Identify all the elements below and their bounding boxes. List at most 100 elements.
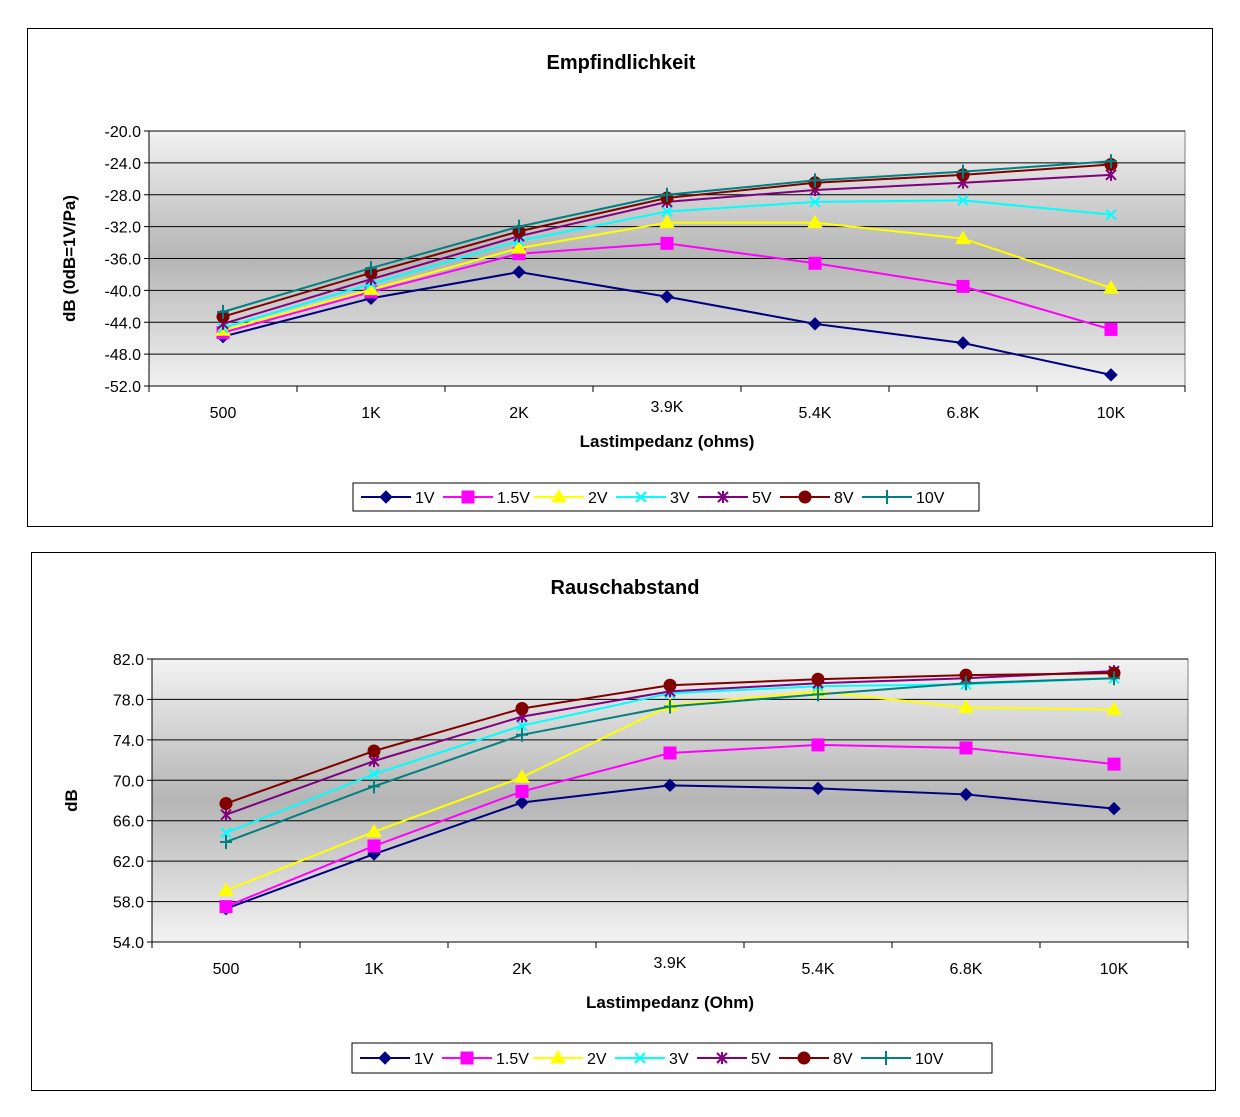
snr-x-tick-label: 5.4K bbox=[802, 961, 835, 978]
sens-legend-label: 5V bbox=[752, 490, 772, 507]
sens-data-point bbox=[809, 173, 821, 188]
snr-x-tick-label: 2K bbox=[512, 961, 532, 978]
sens-y-tick-label: -44.0 bbox=[105, 315, 142, 332]
snr-data-point bbox=[959, 741, 973, 755]
snr-legend-label: 8V bbox=[833, 1051, 853, 1068]
sens-legend: 1V 1.5V 2V 3V 5V 8V 10V bbox=[352, 482, 980, 512]
sens-y-tick-label: -52.0 bbox=[105, 379, 142, 396]
snr-data-point bbox=[515, 795, 529, 810]
sens-title: Empfindlichkeit bbox=[547, 52, 696, 74]
sens-data-point bbox=[217, 304, 229, 319]
sens-y-tick-label: -28.0 bbox=[105, 188, 142, 205]
sens-series-2V bbox=[215, 214, 1119, 336]
snr-data-point bbox=[663, 746, 677, 760]
snr-y-axis-label: dB bbox=[62, 789, 81, 812]
snr-legend-label: 1.5V bbox=[496, 1051, 529, 1068]
sens-data-point bbox=[957, 194, 969, 207]
sens-data-point bbox=[1105, 154, 1117, 169]
snr-title: Rauschabstand bbox=[551, 577, 700, 599]
sens-legend-label: 1V bbox=[415, 490, 435, 507]
snr-y-tick-label: 82.0 bbox=[113, 652, 144, 669]
snr-y-tick-label: 54.0 bbox=[113, 935, 144, 952]
snr-chart-svg: Rauschabstand 82.0 78.0 74.0 70.0 66.0 62.0 58.… bbox=[62, 577, 1189, 1074]
sens-data-point bbox=[1105, 208, 1117, 221]
snr-x-tick-label: 6.8K bbox=[950, 961, 983, 978]
snr-data-point bbox=[515, 784, 529, 798]
snr-data-point bbox=[1107, 757, 1121, 771]
snr-data-point bbox=[516, 727, 528, 742]
sens-data-point bbox=[659, 214, 675, 229]
snr-data-point bbox=[1108, 671, 1120, 686]
sens-data-point bbox=[512, 265, 526, 279]
sens-data-point bbox=[808, 317, 822, 331]
sens-y-tick-label: -24.0 bbox=[105, 156, 142, 173]
snr-data-point bbox=[516, 719, 528, 732]
sens-y-tick-label: -40.0 bbox=[105, 283, 142, 300]
sens-data-point bbox=[808, 256, 822, 270]
sens-y-tick-label: -20.0 bbox=[105, 124, 142, 141]
sens-data-point bbox=[956, 279, 970, 293]
snr-y-tick-label: 78.0 bbox=[113, 692, 144, 709]
snr-legend-marker bbox=[550, 1050, 566, 1064]
snr-data-point bbox=[220, 827, 232, 839]
snr-data-point bbox=[811, 738, 825, 752]
sens-x-tick-label: 500 bbox=[210, 405, 237, 422]
sens-data-point bbox=[660, 236, 674, 250]
sens-legend-label: 8V bbox=[834, 490, 854, 507]
sens-data-point bbox=[956, 336, 970, 350]
snr-data-point bbox=[514, 769, 530, 783]
snr-data-point bbox=[663, 778, 677, 793]
snr-legend-marker bbox=[378, 1051, 392, 1065]
sens-legend-marker bbox=[717, 491, 729, 503]
snr-data-point bbox=[220, 808, 232, 821]
snr-legend: 1V 1.5V 2V 3V 5V 8V 10V bbox=[351, 1042, 993, 1074]
snr-x-axis-label: Lastimpedanz (Ohm) bbox=[586, 993, 754, 1012]
snr-data-point bbox=[220, 834, 232, 849]
sens-data-point bbox=[511, 240, 527, 254]
sens-x-tick-label: 2K bbox=[509, 405, 529, 422]
sens-legend-label: 2V bbox=[588, 490, 608, 507]
sens-y-tick-label: -32.0 bbox=[105, 220, 142, 237]
sens-data-point bbox=[955, 230, 971, 245]
sens-x-tick-label: 3.9K bbox=[651, 399, 684, 416]
sens-legend-marker bbox=[881, 490, 893, 504]
sens-series-10V bbox=[217, 154, 1117, 319]
sensitivity-chart-svg: Empfindlichkeit -20.0 -24.0 -28.0 -32.0 -36.0… bbox=[60, 52, 1186, 512]
snr-series-10V bbox=[220, 671, 1120, 849]
snr-y-tick-label: 58.0 bbox=[113, 895, 144, 912]
snr-legend-marker bbox=[797, 1051, 811, 1065]
sens-x-tick-label: 5.4K bbox=[799, 405, 832, 422]
snr-data-point bbox=[367, 839, 381, 853]
snr-data-point bbox=[1106, 701, 1122, 716]
sens-data-point bbox=[661, 187, 673, 202]
snr-data-point bbox=[218, 882, 234, 896]
sens-x-tick-label: 1K bbox=[361, 405, 381, 422]
snr-x-tick-label: 10K bbox=[1100, 961, 1129, 978]
snr-legend-label: 10V bbox=[915, 1051, 944, 1068]
sens-legend-marker bbox=[635, 491, 647, 503]
snr-y-tick-label: 74.0 bbox=[113, 733, 144, 750]
snr-data-point bbox=[219, 900, 233, 914]
snr-data-point bbox=[515, 702, 529, 716]
snr-legend-marker bbox=[880, 1051, 892, 1065]
sens-legend-marker bbox=[379, 490, 393, 504]
snr-legend-marker bbox=[634, 1052, 646, 1064]
snr-data-point bbox=[219, 797, 233, 811]
sens-data-point bbox=[1103, 279, 1119, 294]
sens-y-axis-label: dB (0dB=1V/Pa) bbox=[60, 195, 79, 322]
snr-data-point bbox=[368, 779, 380, 794]
snr-series-1.5V bbox=[219, 738, 1121, 914]
sens-legend-marker bbox=[798, 490, 812, 504]
snr-data-point bbox=[1107, 801, 1121, 816]
sens-legend-label: 10V bbox=[916, 490, 945, 507]
snr-legend-label: 1V bbox=[414, 1051, 434, 1068]
snr-x-tick-label: 1K bbox=[364, 961, 384, 978]
sens-data-point bbox=[661, 205, 673, 218]
snr-y-tick-label: 62.0 bbox=[113, 854, 144, 871]
snr-y-tick-label: 70.0 bbox=[113, 773, 144, 790]
snr-data-point bbox=[811, 781, 825, 796]
snr-chart: Rauschabstand 82.0 78.0 74.0 70.0 66.0 62.0 58.… bbox=[31, 552, 1216, 1091]
sens-x-tick-label: 6.8K bbox=[947, 405, 980, 422]
snr-series-8V bbox=[219, 666, 1121, 811]
snr-legend-label: 3V bbox=[669, 1051, 689, 1068]
